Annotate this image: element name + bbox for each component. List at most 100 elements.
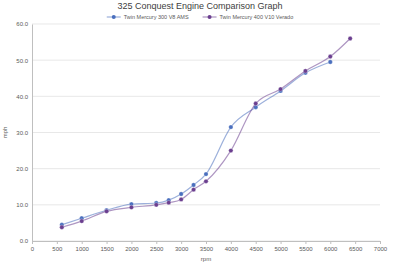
marker [348,36,352,40]
marker [303,69,307,73]
x-tick: 4500 [250,241,264,252]
x-tick-mark [231,241,232,244]
marker [328,60,332,64]
x-tick: 7000 [374,241,388,252]
x-tick: 500 [52,241,63,252]
y-tick-label: 50.0 [16,58,28,64]
y-axis-label: mph [2,127,8,139]
x-tick: 5000 [274,241,288,252]
x-tick: 2500 [150,241,164,252]
marker [179,197,183,201]
marker [80,219,84,223]
marker [129,205,133,209]
y-tick-label: 60.0 [16,21,28,27]
marker [204,172,208,176]
marker [204,179,208,183]
x-tick-label: 6000 [324,246,338,252]
x-tick-mark [281,241,282,244]
y-tick-label: 0.0 [20,238,29,244]
x-tick-label: 1000 [76,246,90,252]
legend-label: Twin Mercury 300 V8 AMS [124,14,189,20]
legend: Twin Mercury 300 V8 AMS Twin Mercury 400 … [107,14,294,20]
y-axis: 0.0 10.0 20.0 30.0 40.0 50.0 60.0 [16,21,32,244]
x-axis: 0 500 1000 1500 2000 2500 3000 3500 4000 4500 5000… [31,241,388,252]
x-tick-label: 5000 [274,246,288,252]
x-tick: 5500 [299,241,313,252]
y-tick: 10.0 [16,202,32,208]
y-tick: 0.0 [20,238,32,244]
y-tick: 60.0 [16,21,32,27]
x-tick-label: 2500 [150,246,164,252]
marker [191,187,195,191]
x-tick: 4000 [225,241,239,252]
marker [154,203,158,207]
marker [167,200,171,204]
y-tick: 20.0 [16,166,32,172]
x-tick-mark [330,241,331,244]
legend-marker [208,15,212,19]
y-tick-label: 40.0 [16,94,28,100]
x-tick-label: 5500 [299,246,313,252]
x-tick: 1500 [100,241,114,252]
legend-marker [112,15,116,19]
y-tick-label: 10.0 [16,202,28,208]
x-tick: 2000 [125,241,139,252]
x-axis-label: rpm [201,256,211,262]
x-tick: 1000 [76,241,90,252]
x-tick-label: 0 [31,246,35,252]
marker [229,125,233,129]
grid-line [32,60,380,61]
grid-line [32,24,380,25]
series-line [62,38,350,227]
series-line [62,62,330,225]
marker [104,209,108,213]
x-tick-label: 4500 [250,246,264,252]
x-tick-mark [181,241,182,244]
legend-entry: Twin Mercury 400 V10 Verado [203,14,294,20]
title: 325 Conquest Engine Comparison Graph [117,1,282,11]
marker [278,87,282,91]
grid [32,24,380,241]
x-tick-mark [355,241,356,244]
x-tick-label: 3000 [175,246,189,252]
chart: 0 500 1000 1500 2000 2500 3000 3500 4000 4500 5000… [0,0,400,269]
marker [254,101,258,105]
x-tick: 6500 [349,241,363,252]
y-tick-label: 20.0 [16,166,28,172]
x-tick-mark [256,241,257,244]
series [60,60,333,227]
grid-line [32,96,380,97]
marker [60,225,64,229]
grid-line [32,168,380,169]
marker [229,148,233,152]
x-tick-mark [131,241,132,244]
x-tick-label: 1500 [100,246,114,252]
series [60,36,353,229]
x-tick-mark [206,241,207,244]
y-tick: 30.0 [16,130,32,136]
x-tick: 3500 [200,241,214,252]
y-tick-label: 30.0 [16,130,28,136]
grid-line [32,204,380,205]
x-tick-label: 4000 [225,246,239,252]
marker [179,192,183,196]
x-tick-mark [156,241,157,244]
x-tick-label: 500 [52,246,63,252]
legend-entry: Twin Mercury 300 V8 AMS [107,14,189,20]
x-tick-label: 6500 [349,246,363,252]
x-tick-label: 7000 [374,246,388,252]
data [60,36,353,229]
x-tick: 6000 [324,241,338,252]
x-tick-mark [380,241,381,244]
grid-line [32,132,380,133]
y-tick: 50.0 [16,58,32,64]
x-tick-label: 3500 [200,246,214,252]
x-tick-mark [305,241,306,244]
y-tick: 40.0 [16,94,32,100]
x-axis-line [33,242,381,245]
x-tick-mark [107,241,108,244]
x-tick: 3000 [175,241,189,252]
marker [191,183,195,187]
marker [328,54,332,58]
x-tick: 0 [31,241,35,252]
